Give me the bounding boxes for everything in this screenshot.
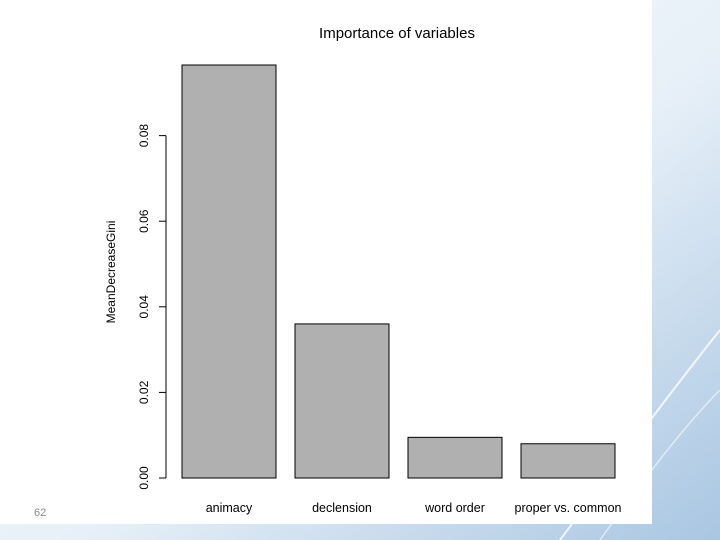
x-tick-label: word order: [424, 501, 485, 515]
y-axis-label: MeanDecreaseGini: [104, 221, 118, 324]
y-tick-label: 0.00: [137, 466, 151, 490]
bar: [407, 436, 503, 479]
x-tick-label: animacy: [206, 501, 253, 515]
y-tick-label: 0.02: [137, 380, 151, 404]
y-tick-label: 0.04: [137, 295, 151, 319]
page-number: 62: [34, 507, 47, 519]
bars: [181, 64, 616, 479]
y-axis: 0.00 0.02 0.04 0.06 0.08: [137, 124, 167, 490]
bar: [520, 443, 616, 479]
chart-title: Importance of variables: [319, 25, 475, 42]
y-tick-label: 0.06: [137, 209, 151, 233]
bar: [294, 323, 390, 479]
x-tick-label: proper vs. common: [515, 501, 622, 515]
x-tick-label: declension: [312, 501, 372, 515]
y-tick-label: 0.08: [137, 124, 151, 148]
x-axis-labels: animacy declension word order proper vs. co…: [206, 501, 622, 515]
bar: [181, 64, 277, 479]
